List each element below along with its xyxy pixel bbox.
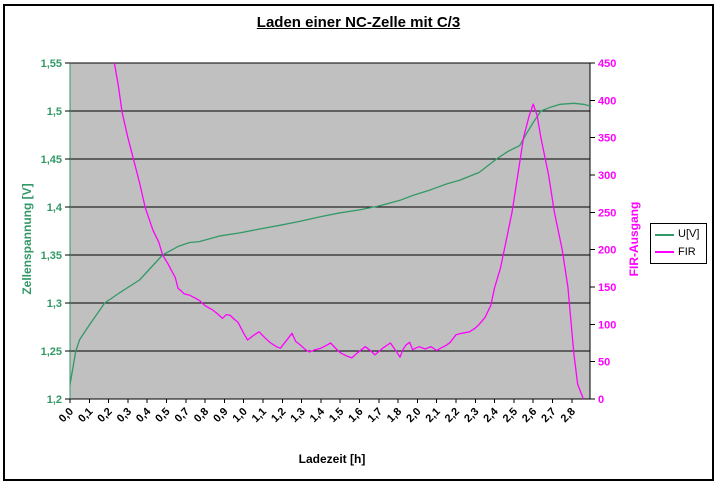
x-tick-label: 1,4: [308, 405, 328, 425]
y-left-tick-label: 1,4: [47, 202, 63, 214]
x-tick-label: 0,7: [173, 406, 192, 425]
x-tick-label: 0,8: [192, 406, 211, 425]
x-tick-label: 2,0: [404, 406, 423, 425]
series-line-uv: [69, 102, 592, 385]
x-axis-title: Ladezeit [h]: [298, 452, 366, 466]
plot-background: [70, 63, 590, 399]
legend-label-uv: U[V]: [678, 228, 700, 241]
y-left-tick-label: 1,5: [47, 106, 62, 118]
legend-label-fir: FIR: [678, 245, 696, 258]
x-tick-label: 2,3: [462, 406, 481, 425]
y-axis-title-left: Zellenspannung [V]: [20, 183, 34, 295]
x-tick-label: 0,9: [211, 406, 230, 425]
y-right-tick-label: 50: [598, 357, 610, 369]
x-tick-label: 2,1: [424, 406, 443, 425]
y-left-tick-label: 1,25: [41, 346, 62, 358]
x-tick-label: 2,5: [501, 406, 520, 425]
x-tick-label: 2,7: [539, 406, 558, 425]
x-tick-label: 2,8: [559, 406, 578, 425]
x-tick-label: 0,4: [134, 405, 154, 425]
x-tick-label: 1,8: [385, 406, 404, 425]
y-right-tick-label: 100: [598, 319, 616, 331]
y-right-tick-label: 400: [598, 95, 616, 107]
legend-item-fir: FIR: [655, 245, 704, 258]
y-left-tick-label: 1,2: [47, 394, 62, 406]
x-tick-label: 1,2: [269, 406, 288, 425]
x-tick-label: 1,6: [346, 406, 365, 425]
x-tick-label: 2,4: [481, 405, 501, 425]
series-line-fir: [113, 62, 585, 400]
legend-item-uv: U[V]: [655, 229, 704, 240]
chart-title: Laden einer NC-Zelle mit C/3: [256, 14, 461, 31]
y-axis-title-right: FIR-Ausgang: [627, 201, 641, 277]
legend-line-sample-fir: [655, 251, 674, 254]
y-left-tick-label: 1,3: [47, 298, 62, 310]
x-tick-label: 1,5: [327, 406, 346, 425]
legend: U[V] FIR: [650, 223, 707, 264]
y-left-tick-label: 1,35: [41, 250, 62, 262]
x-tick-label: 2,2: [443, 406, 462, 425]
x-tick-label: 0,5: [153, 406, 172, 425]
x-tick-label: 0,0: [57, 406, 76, 425]
x-tick-label: 0,3: [115, 406, 134, 425]
y-right-tick-label: 200: [598, 245, 616, 257]
x-tick-label: 1,0: [231, 406, 250, 425]
y-right-tick-label: 300: [598, 170, 616, 182]
y-right-tick-label: 0: [598, 394, 604, 406]
y-right-tick-label: 450: [598, 58, 616, 70]
y-right-tick-label: 350: [598, 133, 616, 145]
x-tick-label: 0,2: [95, 406, 114, 425]
y-left-tick-label: 1,45: [41, 154, 62, 166]
x-tick-label: 1,3: [288, 406, 307, 425]
x-tick-label: 1,1: [250, 406, 269, 425]
legend-line-sample-uv: [655, 233, 674, 236]
y-left-tick-label: 1,55: [41, 58, 62, 70]
x-tick-label: 1,7: [366, 406, 385, 425]
x-tick-label: 2,6: [520, 406, 539, 425]
y-right-tick-label: 250: [598, 207, 616, 219]
y-right-tick-label: 150: [598, 282, 616, 294]
x-tick-label: 0,1: [76, 406, 95, 425]
